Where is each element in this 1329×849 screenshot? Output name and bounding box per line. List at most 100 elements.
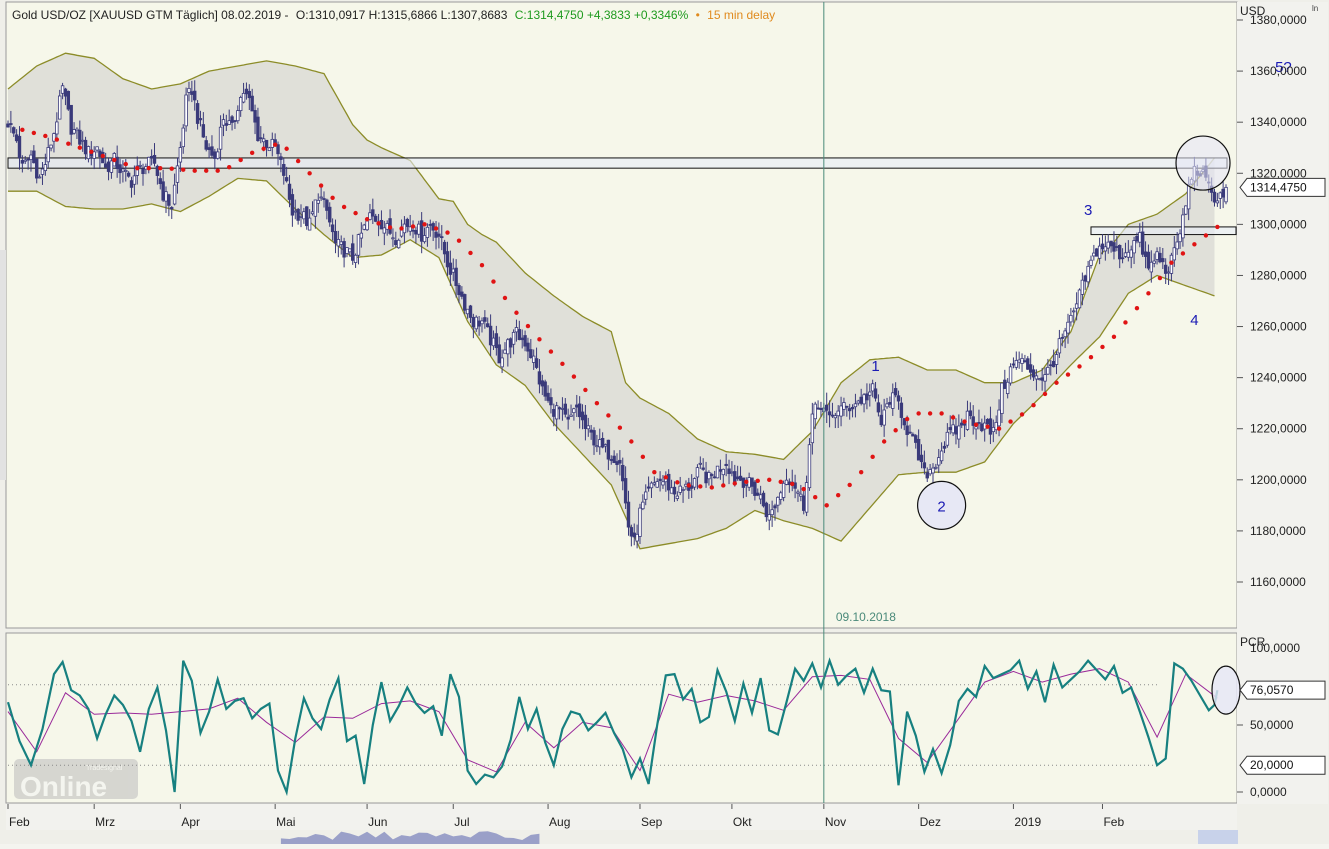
left-scrollbar[interactable]	[0, 250, 6, 480]
candle-body	[224, 123, 229, 126]
candle	[658, 471, 662, 492]
scroll-thumb[interactable]	[1198, 830, 1238, 844]
candle-body	[583, 414, 588, 429]
sar-dot	[548, 349, 554, 354]
candle-body	[939, 450, 944, 462]
candle	[1008, 363, 1013, 386]
indicator-panel	[5, 632, 1238, 804]
sar-dot	[893, 428, 898, 433]
candle	[1103, 235, 1108, 261]
candle	[221, 113, 226, 137]
candle-body	[621, 464, 625, 482]
candle	[483, 310, 487, 329]
sar-dot	[939, 411, 944, 416]
candle	[667, 469, 671, 501]
sar-dot	[525, 323, 531, 329]
sar-dot	[755, 478, 760, 484]
candle	[78, 120, 82, 148]
watermark-small-text: Tradesignal	[86, 765, 123, 772]
price-tick-label: 1260,0000	[1250, 320, 1307, 334]
sar-dot	[77, 145, 83, 150]
candle-body	[819, 407, 823, 410]
indicator-level-badge: 20,0000	[1239, 755, 1326, 775]
candle-body	[161, 181, 165, 201]
candle-body	[698, 462, 703, 465]
sar-dot	[1077, 364, 1082, 369]
top-highlight-circle	[1175, 135, 1231, 191]
sar-dot	[66, 141, 71, 146]
candle	[43, 153, 48, 176]
candle	[799, 484, 803, 502]
candle-body	[761, 492, 766, 507]
price-tick-label: 1200,0000	[1250, 473, 1307, 487]
wave-label-5: 5?	[1275, 59, 1292, 76]
sar-dot	[341, 204, 347, 210]
time-tick-label: Feb	[9, 815, 30, 829]
candle-body	[353, 254, 358, 263]
candle-body	[279, 156, 283, 160]
candle-body	[175, 165, 180, 183]
candle-body	[1034, 375, 1039, 380]
candle-body	[598, 439, 602, 448]
candle	[563, 398, 567, 418]
date-marker-label: 09.10.2018	[836, 610, 896, 624]
candle-body	[310, 211, 315, 215]
candle	[612, 450, 616, 464]
candle	[566, 408, 570, 430]
candle-body	[1100, 243, 1105, 250]
price-tick-label: 1280,0000	[1250, 268, 1307, 282]
sar-dot	[778, 479, 783, 485]
candle-body	[1049, 364, 1053, 367]
candle-body	[356, 234, 361, 256]
candle-body	[1129, 249, 1133, 258]
candle	[1118, 244, 1122, 269]
candle-body	[66, 90, 71, 110]
candle-body	[813, 403, 817, 420]
price-tick-label: 1380,0000	[1250, 13, 1307, 27]
candle	[210, 135, 214, 158]
candle-body	[931, 467, 935, 474]
candle-body	[922, 462, 927, 469]
candle	[167, 193, 171, 217]
indicator-value-badge-shape	[1239, 680, 1326, 700]
candle	[267, 146, 272, 152]
sar-dot	[962, 419, 967, 424]
sar-dot	[1134, 305, 1140, 311]
candle	[1043, 367, 1047, 394]
candle	[661, 475, 665, 489]
candle-body	[207, 147, 211, 151]
wave-2-circle	[917, 480, 967, 530]
candle	[405, 217, 409, 233]
candle	[437, 222, 441, 249]
candle-body	[615, 461, 619, 465]
candle-body	[1109, 240, 1113, 247]
candle	[1140, 221, 1145, 258]
candle	[1063, 327, 1067, 349]
candle	[12, 126, 16, 137]
candle-body	[847, 408, 852, 412]
sar-dot	[1065, 372, 1071, 377]
candle-body	[1178, 233, 1182, 243]
candle-body	[876, 402, 881, 413]
candle	[845, 405, 849, 417]
candle	[282, 158, 286, 185]
candle	[715, 465, 720, 479]
candle-body	[1118, 245, 1122, 260]
sar-dot	[1157, 275, 1163, 281]
candle	[241, 82, 246, 104]
candle-body	[523, 335, 527, 347]
candle-body	[962, 423, 967, 426]
candle-body	[937, 457, 941, 466]
candle-body	[95, 146, 99, 151]
candle	[644, 484, 648, 506]
candle-body	[974, 426, 978, 430]
candle	[1161, 248, 1165, 269]
candle-body	[129, 180, 134, 188]
candle-body	[434, 231, 438, 238]
time-axis-panel	[6, 804, 1237, 830]
candle	[454, 259, 458, 298]
candle	[322, 191, 326, 208]
candle-body	[158, 178, 162, 185]
sar-dot	[790, 481, 795, 487]
